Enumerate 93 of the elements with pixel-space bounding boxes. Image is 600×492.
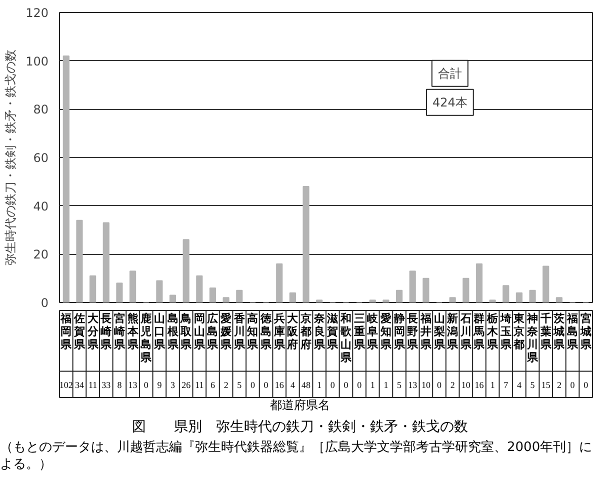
- data-label: 2: [224, 380, 228, 390]
- data-label: 102: [59, 380, 73, 390]
- x-tick-label: 大分県: [86, 312, 100, 351]
- data-label: 0: [330, 380, 336, 390]
- data-label: 16: [274, 380, 284, 390]
- data-label: 11: [195, 380, 204, 390]
- annotation: 合計: [438, 66, 462, 80]
- x-tick-label: 鳥取県: [180, 312, 193, 351]
- y-tick-label: 60: [33, 151, 49, 165]
- x-tick-label: 茨城県: [552, 312, 566, 351]
- x-tick-label: 三重県: [352, 312, 366, 351]
- data-label: 0: [344, 380, 349, 390]
- y-axis-title: 弥生時代の鉄刀・鉄剣・鉄矛・鉄戈の数: [4, 50, 18, 266]
- y-tick-label: 100: [26, 54, 48, 68]
- x-tick-label: 宮崎県: [112, 312, 126, 351]
- data-label: 15: [541, 380, 551, 390]
- data-label: 11: [88, 380, 98, 390]
- x-tick-label: 神奈川県: [526, 312, 540, 364]
- data-label: 33: [102, 380, 112, 390]
- data-label: 7: [504, 380, 509, 390]
- data-label: 2: [450, 380, 455, 390]
- data-label: 1: [317, 380, 322, 390]
- y-tick-label: 120: [26, 6, 48, 20]
- x-tick-label: 栃木県: [486, 312, 500, 351]
- x-tick-label: 山梨県: [432, 312, 446, 351]
- x-tick-label: 兵庫県: [272, 312, 286, 351]
- data-label: 0: [250, 380, 256, 390]
- x-tick-label: 長崎県: [100, 312, 113, 351]
- x-tick-label: 島根県: [166, 312, 180, 351]
- data-label: 0: [437, 380, 442, 390]
- y-tick-label: 20: [33, 248, 49, 262]
- x-tick-label: 滋賀県: [326, 312, 340, 351]
- x-tick-label: 宮城県: [579, 312, 592, 351]
- data-label: 8: [117, 380, 122, 390]
- x-tick-label: 佐賀県: [72, 312, 86, 351]
- data-label: 5: [530, 380, 536, 390]
- x-tick-label: 福井県: [419, 312, 432, 351]
- data-label: 34: [74, 380, 84, 390]
- x-tick-label: 静岡県: [392, 312, 406, 351]
- data-label: 5: [237, 380, 242, 390]
- x-tick-label: 群馬県: [472, 312, 486, 351]
- data-label: 16: [474, 380, 484, 390]
- x-tick-label: 愛媛県: [220, 312, 233, 351]
- x-tick-label: 高知県: [246, 312, 260, 351]
- x-axis-title: 都道府県名: [270, 398, 330, 414]
- x-tick-label: 岐阜県: [366, 312, 380, 351]
- x-tick-label: 石川県: [459, 312, 472, 351]
- x-tick-label: 福島県: [566, 312, 580, 351]
- x-tick-label: 広島県: [206, 312, 220, 351]
- x-tick-label: 埼玉県: [499, 312, 512, 351]
- x-tick-label: 京都府: [300, 312, 312, 351]
- text: （もとのデータは、川越哲志編『弥生時代鉄器総覧』［広島大学文学部考古学研究室、2000年刊］による。）: [0, 440, 594, 474]
- text: 図 県別 弥生時代の鉄刀・鉄剣・鉄矛・鉄戈の数: [132, 418, 468, 436]
- x-tick-label: 岡山県: [192, 312, 206, 351]
- data-label: 4: [516, 380, 522, 390]
- x-tick-label: 熊本県: [126, 312, 140, 351]
- data-label: 1: [384, 380, 388, 390]
- x-tick-label: 愛知県: [379, 312, 392, 351]
- x-tick-label: 大阪府: [286, 312, 300, 351]
- x-tick-label: 山口県: [152, 312, 166, 351]
- data-label: 9: [157, 380, 162, 390]
- data-label: 3: [170, 380, 176, 390]
- y-tick-label: 0: [40, 296, 49, 310]
- data-label: 0: [264, 380, 269, 390]
- data-label: 2: [556, 380, 562, 390]
- x-tick-label: 東京都: [512, 312, 526, 351]
- data-label: 1: [370, 380, 375, 390]
- y-tick-label: 80: [33, 102, 49, 117]
- data-label: 48: [302, 380, 312, 390]
- x-tick-label: 香川県: [232, 312, 246, 351]
- data-label: 10: [421, 380, 431, 390]
- x-tick-label: 和歌山県: [339, 312, 352, 364]
- data-label: 4: [290, 380, 296, 390]
- data-label: 0: [584, 380, 589, 390]
- data-label: 0: [570, 380, 576, 390]
- x-tick-label: 千葉県: [539, 312, 552, 351]
- data-label: 6: [210, 380, 216, 390]
- data-label: 13: [408, 380, 418, 390]
- x-tick-label: 奈良県: [312, 312, 326, 351]
- data-label: 0: [144, 380, 149, 390]
- x-tick-label: 徳島県: [260, 312, 273, 351]
- data-label: 5: [397, 380, 402, 390]
- data-label: 10: [461, 380, 471, 390]
- y-tick-label: 40: [33, 199, 49, 214]
- x-tick-label: 新潟県: [446, 312, 460, 351]
- annotation: 424本: [432, 95, 468, 110]
- x-tick-label: 鹿児島県: [140, 312, 153, 364]
- data-label: 13: [128, 380, 138, 390]
- data-label: 1: [490, 380, 495, 390]
- x-tick-label: 長野県: [406, 312, 420, 351]
- data-label: 26: [182, 380, 192, 390]
- x-tick-label: 福岡県: [60, 312, 73, 351]
- data-label: 0: [357, 380, 362, 390]
